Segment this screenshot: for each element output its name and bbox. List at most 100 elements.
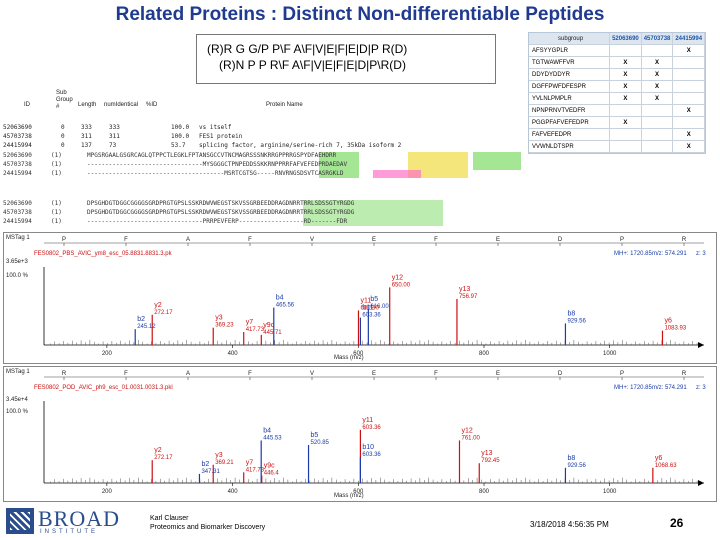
residue-label: E <box>372 237 376 243</box>
peak-ion-label: b5 <box>370 296 378 303</box>
list-item: 45703738 (1) -----------------------------… <box>3 161 348 168</box>
peak-ion-label: b4 <box>276 295 284 302</box>
residue-label: R <box>682 237 687 243</box>
header-length: Length <box>78 102 97 108</box>
header-protein-name: Protein Name <box>266 102 303 108</box>
list-item: 24415994 (1) -----------------------------… <box>3 218 348 225</box>
list-item: 45703738 (1) DPSGHDGTDGGCGGGGSGRDPRGTGPSLS… <box>3 209 355 216</box>
peak-mz-label: 369.23 <box>215 323 234 329</box>
peak-ion-label: y13 <box>481 450 492 457</box>
residue-label: A <box>186 371 190 377</box>
table-row: DGFFPWFDFESPR X X <box>529 81 706 93</box>
spectrum-xlabel: Mass (m/z) <box>334 355 364 361</box>
peak-ion-label: y3 <box>215 315 223 322</box>
presenter-info: Karl Clauser Proteomics and Biomarker Di… <box>150 514 265 532</box>
peak-ion-label: y9c <box>264 462 275 469</box>
residue-label: P <box>620 237 624 243</box>
spectrum-mz: m/z: 574.291 <box>652 385 687 391</box>
peak-mz-label: 603.36 <box>362 313 381 319</box>
peak-ion-label: b5 <box>311 432 319 439</box>
table-row: AFSYYGPLR X <box>529 45 706 57</box>
protein-table: 52063690 0 333 333 100.0 vs itself 45703738… <box>3 124 523 151</box>
spectrum-z: z: 3 <box>696 251 706 257</box>
peak-mz-label: 369.21 <box>215 460 234 466</box>
residue-label: F <box>434 371 438 377</box>
peak-ion-label: b2 <box>137 316 145 323</box>
peak-mz-label: 272.17 <box>154 310 173 316</box>
residue-label: D <box>558 371 563 377</box>
x-tick-label: 400 <box>228 351 239 357</box>
x-tick-label: 600 <box>353 489 364 495</box>
residue-label: F <box>248 371 252 377</box>
slide-date: 3/18/2018 4:56:35 PM <box>530 520 609 529</box>
ms-spectrum-1: MSTag 1 FES0802_PBS_AVIC_ym8_esc_05.8831… <box>3 232 717 364</box>
spectrum-z: z: 3 <box>696 385 706 391</box>
peak-mz-label: 603.36 <box>362 452 381 458</box>
peak-mz-label: 616.00 <box>370 304 389 310</box>
spectrum-ymax: 3.65e+3 <box>6 259 28 265</box>
peak-mz-label: 929.56 <box>567 318 586 324</box>
peak-ion-label: y11 <box>362 417 373 424</box>
residue-label: F <box>248 237 252 243</box>
peptide-sequence-1: (R)R G G/P P\F A\F|V|E|F|E|D|P R(D) <box>207 42 408 56</box>
peak-mz-label: 761.00 <box>461 435 480 441</box>
x-tick-label: 1000 <box>603 489 617 495</box>
alignment-block-1: 52063690 (1) MPGSRGAALGSGRCAGLQTPPCTLEGKLF… <box>3 152 523 179</box>
peak-mz-label: 465.56 <box>276 303 295 309</box>
peak-mz-label: 272.17 <box>154 455 173 461</box>
ms-spectrum-2: MSTag 1 FES0802_POD_AVIC_ph9_esc_01.0031… <box>3 366 717 502</box>
table-row: PGGPFAFVEFEDPR X <box>529 117 706 129</box>
table-row: DDYDYDDYR X X <box>529 69 706 81</box>
peak-ion-label: y2 <box>154 447 162 454</box>
slide-title: Related Proteins : Distinct Non-differen… <box>115 4 605 25</box>
peak-ion-label: b2 <box>201 461 209 468</box>
peak-ion-label: b4 <box>263 427 271 434</box>
spectrum-mz: m/z: 574.291 <box>652 251 687 257</box>
spectrum-ymax: 3.45e+4 <box>6 397 28 403</box>
peptide-sequence-2: (R)N P P R\F A\F|V|E|F|E|D|P\R(D) <box>219 58 406 72</box>
peak-mz-label: 1068.63 <box>655 463 677 469</box>
spectrum-mh: MH+: 1720.85 <box>614 251 652 257</box>
spectrum-ypct: 100.0 % <box>6 273 29 279</box>
spectrum-file: FES0802_POD_AVIC_ph9_esc_01.0031.0031.3.… <box>34 385 173 391</box>
residue-label: R <box>62 371 67 377</box>
peak-ion-label: b10 <box>362 444 374 451</box>
x-tick-label: 400 <box>228 489 239 495</box>
residue-label: E <box>496 371 500 377</box>
peak-mz-label: 446.4 <box>264 470 280 476</box>
x-axis-arrow <box>698 480 704 486</box>
peak-mz-label: 245.12 <box>137 324 156 330</box>
header-id: ID <box>24 102 30 108</box>
peak-ion-label: y3 <box>215 452 223 459</box>
peak-mz-label: 445.71 <box>263 330 282 336</box>
peak-ion-label: y6 <box>655 455 663 462</box>
peak-mz-label: 792.45 <box>481 458 500 464</box>
residue-label: F <box>124 237 128 243</box>
peak-mz-label: 756.97 <box>459 294 478 300</box>
x-tick-label: 600 <box>353 351 364 357</box>
peak-ion-label: y7 <box>246 319 254 326</box>
spectrum-ypct: 100.0 % <box>6 409 29 415</box>
x-tick-label: 800 <box>479 351 490 357</box>
peak-mz-label: 520.85 <box>311 440 330 446</box>
residue-label: F <box>124 371 128 377</box>
presenter-dept: Proteomics and Biomarker Discovery <box>150 524 266 531</box>
list-item: 52063690 (1) DPSGHDGTDGGCGGGGSGRDPRGTGPSLS… <box>3 200 355 207</box>
header-subgroup: Sub Group # <box>56 90 73 110</box>
table-row: FAFVEFEDPR X <box>529 129 706 141</box>
spectrum-mh: MH+: 1720.85 <box>614 385 652 391</box>
alignment-block-2: 52063690 (1) DPSGHDGTDGGCGGGGSGRDPRGTGPSLS… <box>3 200 523 227</box>
peak-ion-label: y6 <box>664 318 672 325</box>
residue-label: P <box>62 237 66 243</box>
residue-label: A <box>186 237 190 243</box>
residue-label: V <box>310 371 314 377</box>
header-numidentical: numIdentical <box>104 102 139 108</box>
peak-ion-label: b11 <box>362 305 373 312</box>
peak-mz-label: 417.73 <box>246 327 265 333</box>
peak-ion-label: y12 <box>392 274 403 281</box>
table-row: 45703738 0 311 311 100.0 FES1 protein <box>3 133 243 140</box>
broad-logo: BROAD INSTITUTE <box>6 506 132 536</box>
peak-mz-label: 600.30 <box>360 305 379 311</box>
